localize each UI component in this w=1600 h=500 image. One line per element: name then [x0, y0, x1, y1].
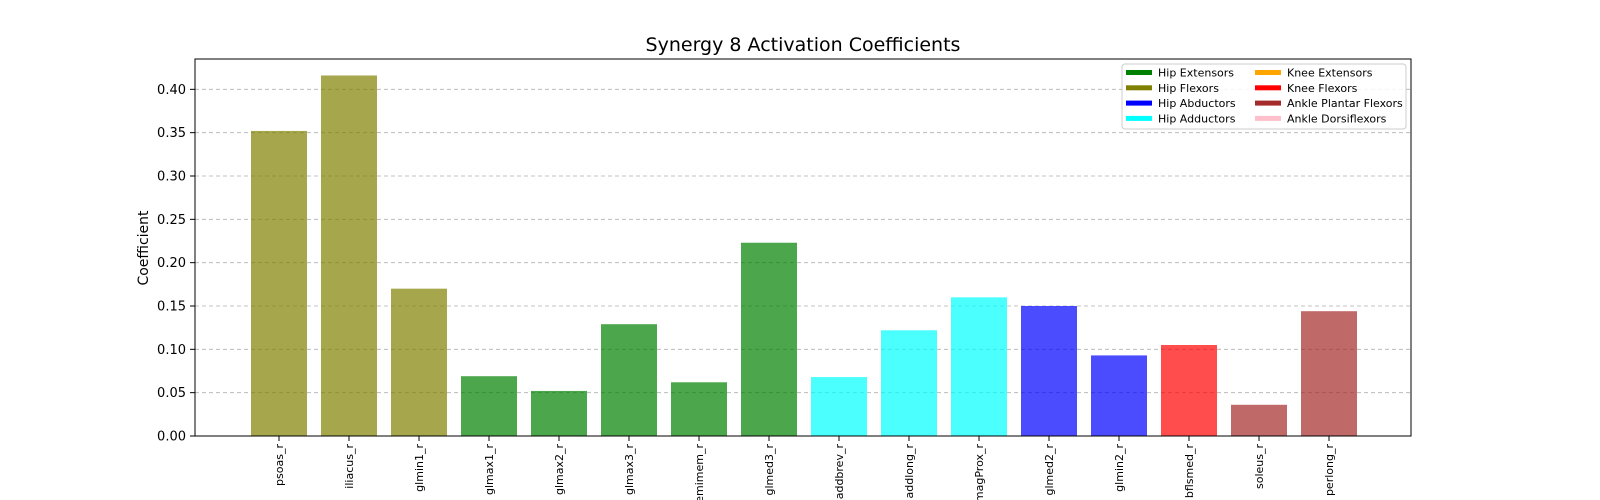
legend-label: Hip Extensors [1158, 67, 1234, 80]
legend-label: Knee Flexors [1287, 82, 1358, 95]
y-tick-label: 0.00 [157, 430, 186, 445]
x-tick-label: addbrev_r [833, 444, 846, 500]
legend-label: Ankle Dorsiflexors [1287, 112, 1387, 125]
x-tick-label: iliacus_r [343, 444, 356, 489]
bars [251, 75, 1357, 436]
x-tick-label: addlong_r [903, 444, 916, 499]
x-tick-label: addmagProx_r [973, 444, 986, 500]
x-tick-label: bflsmed_r [1183, 444, 1196, 499]
y-tick-label: 0.20 [157, 256, 186, 271]
legend-swatch [1126, 100, 1152, 106]
legend-swatch [1255, 70, 1281, 75]
bar-glmin2_r [1091, 355, 1147, 436]
bar-perlong_r [1301, 311, 1357, 436]
bar-glmed2_r [1021, 306, 1077, 436]
y-tick-label: 0.05 [157, 386, 186, 401]
bar-psoas_r [251, 130, 307, 436]
y-axis-label: Coefficient [136, 210, 152, 286]
y-tick-label: 0.15 [157, 300, 186, 315]
legend-swatch [1126, 115, 1152, 121]
y-tick-label: 0.35 [157, 126, 186, 141]
x-tick-label: glmin1_r [413, 444, 426, 492]
bar-iliacus_r [321, 75, 377, 436]
y-tick-label: 0.25 [157, 213, 186, 228]
gridlines [195, 88, 1411, 437]
bar-glmax1_r [461, 376, 517, 436]
legend-swatch [1255, 115, 1281, 121]
bar-glmax3_r [601, 324, 657, 436]
legend-box [1121, 63, 1407, 130]
x-tick-label: glmax3_r [623, 444, 636, 496]
legend-label: Hip Adductors [1158, 112, 1236, 125]
plot-area-frame [194, 58, 1412, 437]
x-tick-label: soleus_r [1253, 444, 1266, 489]
bar-soleus_r [1231, 404, 1287, 436]
x-tick-label: perlong_r [1323, 444, 1336, 497]
y-tick-label: 0.10 [157, 343, 186, 358]
legend-swatch [1255, 85, 1281, 91]
bar-glmed3_r [741, 242, 797, 436]
legend-label: Hip Flexors [1158, 82, 1219, 95]
legend-swatch [1126, 85, 1152, 91]
x-axis: psoas_r iliacus_r glmin1_r glmax1_r glmax2_r… [273, 436, 1336, 500]
legend-swatch [1126, 70, 1152, 75]
x-tick-label: glmax1_r [483, 444, 496, 496]
bar-addbrev_r [811, 377, 867, 436]
x-tick-label: semimem_r [693, 444, 706, 500]
legend-label: Knee Extensors [1287, 67, 1373, 80]
y-tick-label: 0.40 [157, 83, 186, 98]
x-tick-label: psoas_r [273, 444, 286, 486]
x-tick-label: glmin2_r [1113, 444, 1126, 492]
y-axis: 0.00 0.05 0.10 0.15 0.20 0.25 0.30 0.35 0.40 [157, 83, 195, 445]
bar-semimem_r [671, 382, 727, 436]
legend-label: Hip Abductors [1158, 97, 1236, 110]
bar-glmin1_r [391, 288, 447, 436]
x-tick-label: glmed3_r [763, 444, 776, 496]
legend: Hip Extensors Hip Flexors Hip Abductors Hip… [1121, 63, 1407, 130]
bar-bflsmed_r [1161, 345, 1217, 436]
y-tick-label: 0.30 [157, 170, 186, 185]
legend-label: Ankle Plantar Flexors [1287, 97, 1403, 110]
legend-swatch [1255, 100, 1281, 106]
bar-addlong_r [881, 330, 937, 436]
x-tick-label: glmax2_r [553, 444, 566, 496]
bar-addmagProx_r [951, 297, 1007, 436]
bar-glmax2_r [531, 390, 587, 436]
chart-title: Synergy 8 Activation Coefficients [646, 34, 961, 56]
x-tick-label: glmed2_r [1043, 444, 1056, 496]
